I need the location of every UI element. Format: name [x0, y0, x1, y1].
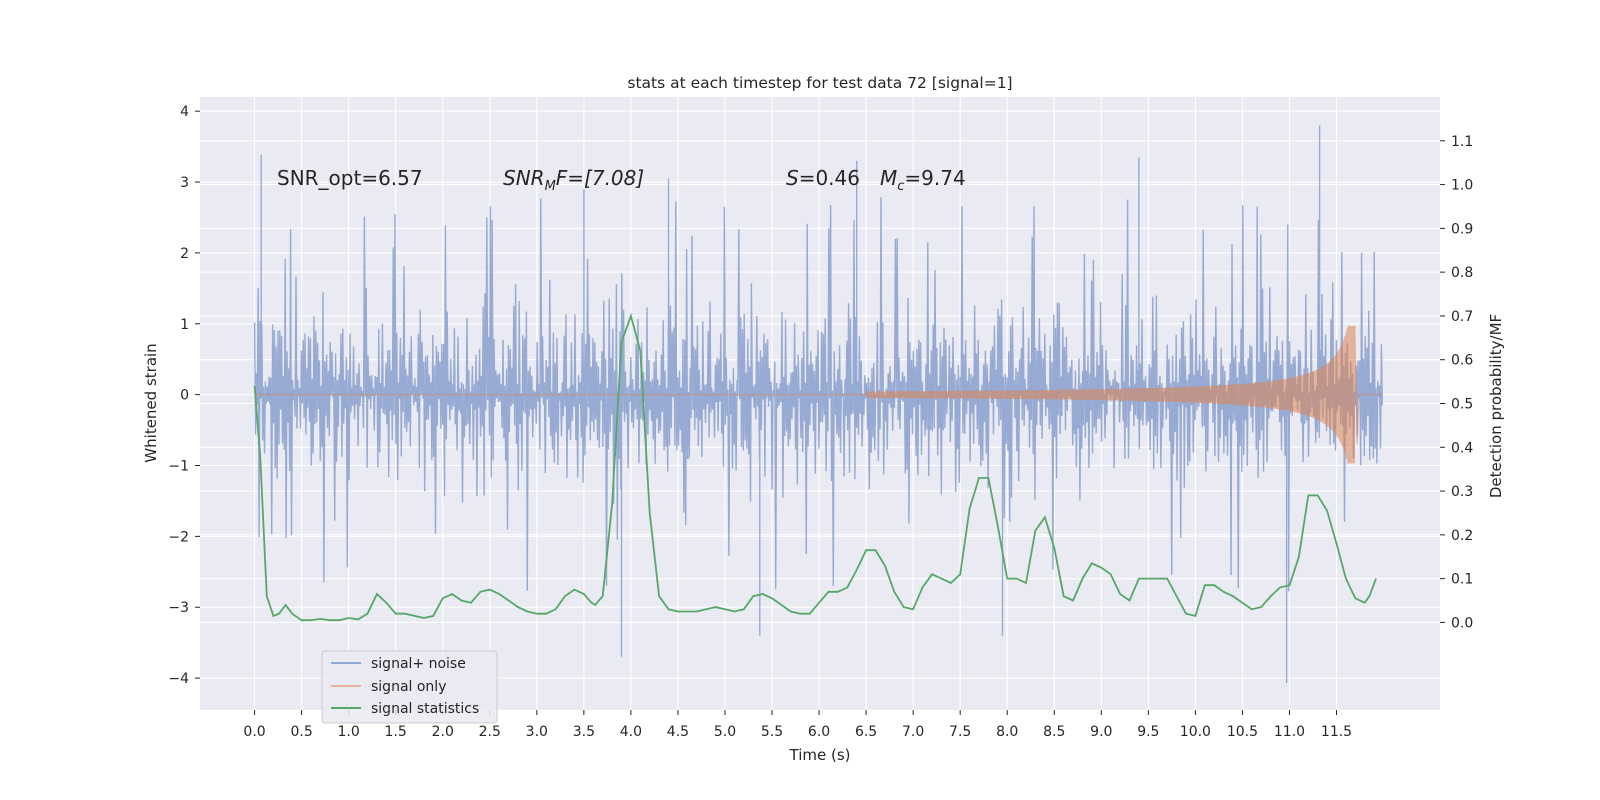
legend-label-stats: signal statistics	[371, 701, 479, 717]
x-tick-label: 7.0	[902, 724, 924, 740]
y2-tick-label: 0.5	[1451, 397, 1473, 413]
y-tick-label: 2	[180, 246, 189, 262]
x-tick-label: 1.0	[338, 724, 360, 740]
signal-noise-series	[253, 125, 1383, 684]
x-tick-label: 3.5	[573, 724, 595, 740]
signal-only-series	[254, 325, 1383, 464]
x-tick-label: 5.5	[761, 724, 783, 740]
legend: signal+ noise signal only signal statist…	[321, 650, 498, 724]
chart-title: stats at each timestep for test data 72 …	[627, 74, 1012, 92]
x-tick-label: 11.0	[1274, 724, 1305, 740]
y2-tick-label: 0.3	[1451, 484, 1473, 500]
x-tick-label: 2.0	[432, 724, 454, 740]
y2-axis-ticks: 1.1 1.0 0.9 0.8 0.7 0.6 0.5 0.4 0.3 0.2 0.1 0.0	[1440, 134, 1473, 631]
x-tick-label: 9.0	[1090, 724, 1112, 740]
x-tick-label: 4.0	[620, 724, 642, 740]
x-tick-label: 10.0	[1180, 724, 1211, 740]
legend-label-noise: signal+ noise	[371, 656, 466, 672]
annotation-mc: Mc=9.74	[880, 166, 966, 194]
y2-tick-label: 0.8	[1451, 265, 1473, 281]
x-tick-label: 11.5	[1321, 724, 1352, 740]
y2-tick-label: 0.4	[1451, 440, 1473, 456]
y-tick-label: 0	[180, 388, 189, 404]
x-tick-label: 5.0	[714, 724, 736, 740]
x-axis-label: Time (s)	[789, 746, 851, 764]
y2-axis-label: Detection probability/MF	[1487, 314, 1505, 498]
y2-tick-label: 0.1	[1451, 572, 1473, 588]
x-tick-label: 9.5	[1137, 724, 1159, 740]
annotation-snr-opt: SNR_opt=6.57	[277, 166, 423, 190]
x-tick-label: 0.5	[290, 724, 312, 740]
annotation-s: S=0.46	[786, 166, 860, 190]
x-tick-label: 2.5	[479, 724, 501, 740]
y2-tick-label: 0.0	[1451, 615, 1473, 631]
x-axis-ticks: 0.0 0.5 1.0 1.5 2.0 2.5 3.0 3.5 4.0 4.5 5.0 5.5 6.0 6…	[243, 710, 1352, 740]
x-tick-label: 10.5	[1227, 724, 1258, 740]
y-tick-label: −1	[168, 459, 189, 475]
y-tick-label: 4	[180, 104, 189, 120]
y2-tick-label: 1.0	[1451, 178, 1473, 194]
x-tick-label: 0.0	[243, 724, 265, 740]
y2-tick-label: 0.7	[1451, 309, 1473, 325]
y2-tick-label: 0.6	[1451, 353, 1473, 369]
legend-box	[321, 650, 498, 724]
x-tick-label: 6.0	[808, 724, 830, 740]
x-tick-label: 4.5	[667, 724, 689, 740]
y-tick-label: −2	[168, 529, 189, 545]
y2-tick-label: 1.1	[1451, 134, 1473, 150]
signal-statistics-series	[253, 312, 1377, 622]
x-tick-label: 8.0	[996, 724, 1018, 740]
y-tick-label: −4	[168, 671, 189, 687]
y-tick-label: 1	[180, 317, 189, 333]
y-tick-label: −3	[168, 600, 189, 616]
y2-tick-label: 0.2	[1451, 528, 1473, 544]
y-axis-ticks: 4 3 2 1 0 −1 −2 −3 −4	[168, 104, 200, 687]
x-tick-label: 1.5	[385, 724, 407, 740]
x-tick-label: 7.5	[949, 724, 971, 740]
annotation-snr-mf: SNRMF=[7.08]	[503, 166, 644, 194]
x-tick-label: 8.5	[1043, 724, 1065, 740]
y2-tick-label: 0.9	[1451, 221, 1473, 237]
x-tick-label: 6.5	[855, 724, 877, 740]
x-tick-label: 3.0	[526, 724, 548, 740]
y-tick-label: 3	[180, 175, 189, 191]
legend-label-signal: signal only	[371, 679, 446, 695]
y-axis-label: Whitened strain	[142, 343, 160, 462]
